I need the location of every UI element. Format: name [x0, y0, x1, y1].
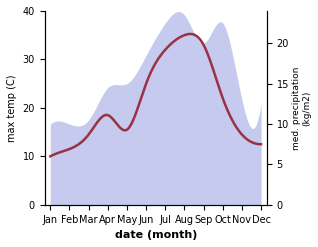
Y-axis label: med. precipitation
(kg/m2): med. precipitation (kg/m2): [292, 66, 311, 149]
X-axis label: date (month): date (month): [114, 230, 197, 240]
Y-axis label: max temp (C): max temp (C): [7, 74, 17, 142]
